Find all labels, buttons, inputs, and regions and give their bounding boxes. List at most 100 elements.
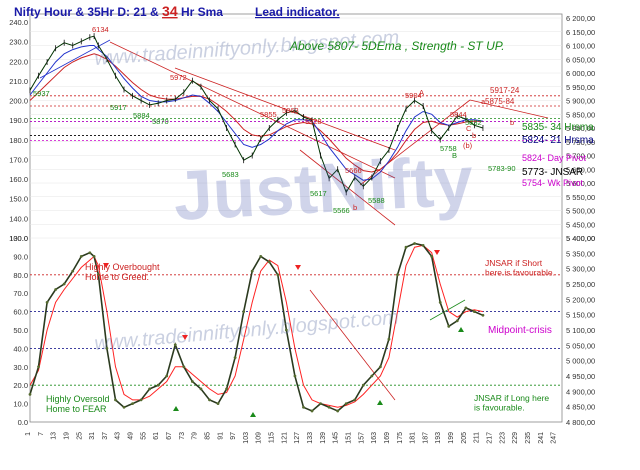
x-tick-label: 103: [243, 432, 250, 444]
x-tick-label: 55: [140, 432, 147, 440]
price-annotation: 5758: [440, 144, 457, 153]
x-tick-label: 115: [269, 432, 276, 443]
osc-point: [122, 405, 126, 409]
osc-point: [378, 365, 382, 369]
osc-point: [45, 301, 49, 304]
x-tick-label: 181: [410, 432, 417, 444]
osc-point: [276, 273, 280, 277]
x-tick-label: 7: [38, 432, 45, 436]
price-annotation: 5617: [310, 189, 327, 198]
x-tick-label: 199: [448, 432, 455, 444]
price-tick-label: 5 600,00: [566, 179, 595, 188]
price-tick-label: 6 100,00: [566, 42, 595, 51]
price-tick-label: 5 800,00: [566, 124, 595, 133]
osc-point: [455, 319, 459, 323]
osc-right-tick-label: 5 300,00: [566, 265, 595, 274]
price-left-tick-label: 210.0: [9, 77, 28, 86]
price-left-tick-label: 240.0: [9, 18, 28, 27]
osc-point: [96, 273, 100, 277]
osc-point: [71, 269, 75, 273]
x-tick-label: 19: [63, 432, 70, 440]
osc-point: [344, 402, 348, 405]
x-tick-label: 121: [281, 432, 288, 444]
osc-point: [404, 245, 408, 249]
osc-point: [387, 337, 391, 341]
osc-point: [250, 269, 254, 273]
x-tick-label: 61: [153, 432, 160, 440]
up-arrow-icon: [173, 406, 179, 411]
osc-point: [302, 405, 305, 409]
x-tick-label: 13: [51, 432, 58, 440]
osc-point: [447, 324, 451, 328]
x-tick-label: 169: [384, 432, 391, 444]
x-tick-label: 133: [307, 432, 314, 444]
price-tick-label: 5 500,00: [566, 207, 595, 216]
osc-point: [156, 383, 160, 387]
osc-point: [233, 356, 237, 359]
price-annotation: 6134: [92, 25, 109, 34]
up-arrow-icon: [458, 327, 464, 332]
osc-tick-label: 100.0: [9, 234, 28, 243]
price-tick-label: 5 550,00: [566, 193, 595, 202]
trend-lines: [39, 39, 549, 401]
price-level-label: 5835- 34 Hrsma: [522, 122, 594, 133]
price-tick-label: 5 400,00: [566, 234, 595, 243]
osc-point: [62, 282, 66, 286]
osc-point: [114, 398, 117, 402]
price-left-tick-label: 180.0: [9, 136, 28, 145]
price-tick-label: 6 200,00: [566, 14, 595, 23]
price-annotation: 5884: [133, 111, 150, 120]
x-tick-label: 127: [294, 432, 301, 444]
osc-right-tick-label: 5 050,00: [566, 341, 595, 350]
osc-point: [148, 387, 152, 391]
x-tick-label: 211: [474, 432, 481, 443]
price-tick-label: 5 650,00: [566, 165, 595, 174]
osc-annotation: Highly Oversold Home to FEAR: [46, 394, 112, 414]
osc-point: [267, 260, 271, 264]
osc-point: [353, 398, 357, 402]
price-annotation: 5904: [405, 91, 422, 100]
price-tick-label: 6 000,00: [566, 69, 595, 78]
osc-point: [284, 328, 288, 332]
osc-point: [216, 402, 220, 405]
price-left-tick-label: 230.0: [9, 38, 28, 47]
x-tick-label: 49: [128, 432, 135, 440]
osc-point: [259, 255, 263, 258]
x-tick-label: 43: [115, 432, 122, 440]
osc-tick-label: 60.0: [13, 308, 28, 317]
price-annotation: B: [452, 151, 457, 160]
price-annotation: 5937: [33, 89, 50, 98]
x-tick-label: 1: [25, 432, 32, 436]
x-tick-label: 73: [179, 432, 186, 440]
osc-point: [165, 374, 169, 378]
price-level-label: 5773- JNSAR: [522, 167, 583, 178]
price-annotation: C: [466, 124, 472, 133]
osc-right-tick-label: 5 150,00: [566, 311, 595, 320]
price-tick-label: 5 900,00: [566, 97, 595, 106]
x-tick-label: 25: [76, 432, 83, 440]
price-annotation: 5863: [282, 106, 299, 115]
osc-annotation: Highly Overbought Home to Greed.: [85, 262, 162, 282]
price-annotation: A: [419, 88, 424, 97]
osc-point: [225, 387, 228, 391]
osc-right-tick-label: 4 800,00: [566, 418, 595, 427]
x-tick-label: 91: [217, 432, 224, 440]
osc-point: [327, 405, 331, 409]
price-left-tick-label: 200.0: [9, 97, 28, 106]
price-annotation: 5683: [222, 170, 239, 179]
x-tick-label: 31: [89, 432, 96, 440]
x-tick-label: 109: [256, 432, 263, 444]
osc-point: [92, 255, 96, 258]
osc-point: [79, 255, 83, 258]
price-level-label: 5824- Day Pivot: [522, 153, 587, 163]
osc-point: [182, 365, 186, 369]
price-annotation: 5783-90: [488, 164, 516, 173]
osc-point: [199, 387, 203, 391]
osc-right-tick-label: 5 100,00: [566, 326, 595, 335]
osc-point: [242, 310, 246, 313]
osc-point: [370, 374, 374, 378]
chart-title: Nifty Hour & 35Hr D: 21 & 34 Hr Sma: [14, 3, 223, 19]
price-annotation: b: [510, 118, 514, 127]
osc-point: [336, 409, 340, 413]
